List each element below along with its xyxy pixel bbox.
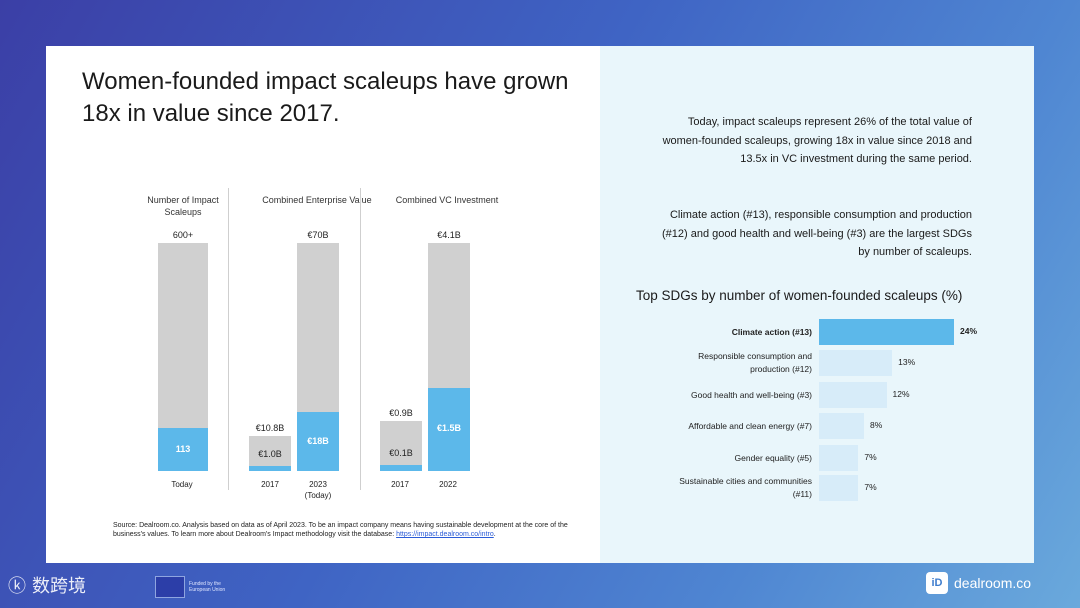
sdg-value-label: 7% <box>864 482 877 492</box>
data-label-impact: 113 <box>175 443 191 454</box>
sdg-value-label: 12% <box>892 389 910 399</box>
sdg-category-label: Affordable and clean energy (#7) <box>688 421 812 431</box>
eu-funding-badge: Funded by the European Union <box>155 576 229 598</box>
data-label-total: €10.8B <box>255 422 285 433</box>
data-label-impact: €18B <box>307 435 329 446</box>
sdg-chart-title: Top SDGs by number of women-founded scal… <box>636 288 963 303</box>
bar-impact <box>249 466 291 471</box>
sdg-category-label: Climate action (#13) <box>731 327 812 337</box>
dealroom-logo-text: dealroom.co <box>954 575 1032 591</box>
bar-impact <box>380 465 422 471</box>
source-text: Source: Dealroom.co. Analysis based on d… <box>113 522 568 538</box>
bar-total <box>249 435 291 471</box>
sdg-bar <box>819 445 859 471</box>
sdg-bar <box>819 382 887 408</box>
x-tick-today: Today <box>171 480 193 489</box>
data-label-total: 600+ <box>172 230 194 240</box>
bar-impact <box>158 428 208 471</box>
x-tick-2017: 2017 <box>261 480 279 489</box>
sdg-value-label: 8% <box>870 420 883 430</box>
sdg-bar <box>819 475 859 501</box>
sdg-category-label: Sustainable cities and communities (#11) <box>679 476 812 499</box>
sdg-value-label: 7% <box>864 452 877 462</box>
eu-flag-icon <box>155 576 185 598</box>
sdg-category-label: Responsible consumption and production (… <box>698 351 812 374</box>
data-label-total: €4.1B <box>437 230 461 240</box>
chart-header-scaleups: Number of Impact Scaleups <box>147 195 219 217</box>
data-label-impact: €0.1B <box>389 448 413 459</box>
sdg-category-label: Gender equality (#5) <box>734 453 813 463</box>
watermark: ⓚ 数跨境 <box>8 572 86 598</box>
watermark-logo-icon: ⓚ <box>8 576 26 596</box>
sdg-bar <box>819 413 864 439</box>
data-label-total: €70B <box>307 230 329 240</box>
page-title: Women-founded impact scaleups have grown… <box>82 68 569 127</box>
data-label-total: €0.9B <box>389 407 413 418</box>
x-tick-2023: 2023 (Today) <box>288 479 348 501</box>
bar-total <box>380 420 422 471</box>
chart-header-vc-investment: Combined VC Investment <box>395 195 499 205</box>
divider <box>360 188 361 490</box>
data-label-impact: €1.0B <box>258 449 282 459</box>
dealroom-logo: iD dealroom.co <box>926 572 1031 594</box>
data-label-impact: €1.5B <box>436 423 462 434</box>
sdg-bar <box>819 350 893 376</box>
watermark-text: 数跨境 <box>32 576 86 596</box>
sdg-value-label: 13% <box>898 357 916 367</box>
sdg-category-label: Good health and well-being (#3) <box>691 390 812 400</box>
eu-funding-text: Funded by the European Union <box>189 581 226 593</box>
sdg-paragraph: Climate action (#13), responsible consum… <box>661 209 972 258</box>
x-tick-2023-label: 2023 (Today) <box>304 480 332 500</box>
source-link[interactable]: https://impact.dealroom.co/intro <box>396 531 494 538</box>
source-end: . <box>493 531 496 538</box>
divider <box>228 188 229 490</box>
bar-impact <box>297 412 339 471</box>
summary-paragraph: Today, impact scaleups represent 26% of … <box>662 116 972 165</box>
source-note: Source: Dealroom.co. Analysis based on d… <box>113 521 583 539</box>
chart-header-enterprise-value: Combined Enterprise Value <box>262 195 372 205</box>
sdg-value-label: 24% <box>960 326 978 336</box>
slide-right-panel <box>600 46 1034 563</box>
sdg-bar <box>819 319 954 345</box>
x-tick-2017: 2017 <box>391 480 409 489</box>
bar-impact <box>428 387 470 471</box>
dealroom-logo-icon: iD <box>926 572 948 594</box>
x-tick-2022: 2022 <box>439 480 457 489</box>
